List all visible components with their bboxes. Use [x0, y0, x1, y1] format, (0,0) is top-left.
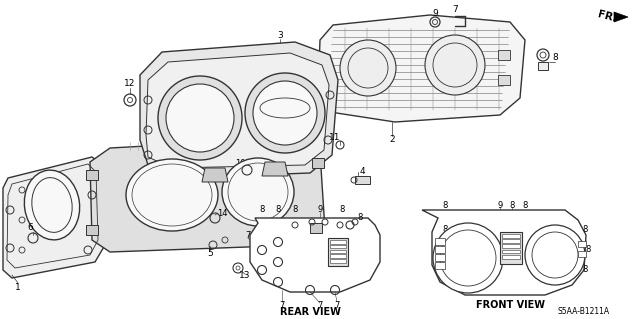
Text: 8: 8	[357, 213, 363, 222]
Bar	[578, 251, 586, 257]
Text: S5AA-B1211A: S5AA-B1211A	[558, 308, 610, 316]
Bar	[86, 170, 98, 180]
Text: FRONT VIEW: FRONT VIEW	[476, 300, 545, 310]
Text: 8: 8	[582, 226, 588, 234]
Text: 8: 8	[522, 201, 528, 210]
Circle shape	[166, 84, 234, 152]
Bar	[330, 240, 346, 243]
Text: 5: 5	[207, 249, 213, 258]
Bar	[538, 62, 548, 70]
Text: HONDA: HONDA	[272, 98, 298, 102]
Bar	[498, 50, 510, 60]
Text: 4: 4	[359, 167, 365, 176]
Bar	[310, 223, 322, 233]
Circle shape	[253, 81, 317, 145]
Bar	[500, 232, 522, 264]
Text: 8: 8	[442, 201, 448, 210]
Text: 8: 8	[339, 205, 345, 214]
Bar	[435, 262, 445, 269]
Text: 11: 11	[329, 133, 340, 143]
Bar	[328, 238, 348, 266]
Bar	[317, 55, 325, 69]
Polygon shape	[250, 218, 380, 292]
Text: 8: 8	[292, 205, 298, 214]
Text: 7: 7	[317, 300, 323, 309]
Ellipse shape	[126, 159, 218, 231]
Polygon shape	[90, 138, 325, 252]
Text: REAR VIEW: REAR VIEW	[280, 307, 340, 317]
Text: 7: 7	[452, 5, 458, 14]
Text: 9: 9	[317, 205, 323, 214]
Text: 8: 8	[509, 201, 515, 210]
Circle shape	[245, 73, 325, 153]
Bar	[435, 238, 445, 245]
Polygon shape	[3, 157, 105, 278]
Polygon shape	[140, 42, 338, 178]
Polygon shape	[318, 15, 525, 122]
Text: 7: 7	[279, 300, 285, 309]
Text: 7: 7	[334, 300, 340, 309]
Text: 8: 8	[552, 54, 558, 63]
Polygon shape	[422, 210, 586, 295]
Circle shape	[525, 225, 585, 285]
Text: 8: 8	[442, 226, 448, 234]
Text: 8: 8	[275, 205, 281, 214]
Bar	[435, 246, 445, 253]
Text: 13: 13	[239, 271, 251, 279]
Bar	[330, 254, 346, 258]
Bar	[578, 241, 586, 247]
Bar	[502, 249, 520, 253]
Bar	[330, 259, 346, 263]
Bar	[502, 234, 520, 238]
Text: 8: 8	[259, 205, 265, 214]
Bar	[498, 75, 510, 85]
Bar	[435, 254, 445, 261]
Bar	[502, 239, 520, 243]
Polygon shape	[146, 53, 329, 168]
Ellipse shape	[24, 170, 79, 240]
Ellipse shape	[222, 158, 294, 226]
Polygon shape	[614, 12, 628, 22]
Bar	[317, 75, 325, 89]
Text: 7: 7	[245, 231, 251, 240]
Text: 8: 8	[586, 246, 591, 255]
Bar	[330, 249, 346, 253]
Text: 6: 6	[27, 222, 33, 232]
Text: 1: 1	[15, 284, 21, 293]
Text: 10: 10	[235, 159, 245, 167]
Bar	[355, 176, 370, 184]
Text: 8: 8	[582, 265, 588, 275]
Text: 12: 12	[124, 78, 136, 87]
Bar	[330, 245, 346, 248]
Circle shape	[425, 35, 485, 95]
Bar	[312, 158, 324, 168]
Text: 2: 2	[389, 136, 395, 145]
Circle shape	[433, 223, 503, 293]
Circle shape	[340, 40, 396, 96]
Text: 9: 9	[497, 201, 502, 210]
Circle shape	[158, 76, 242, 160]
Text: 3: 3	[277, 32, 283, 41]
Bar	[86, 225, 98, 235]
Polygon shape	[202, 168, 228, 182]
Text: 9: 9	[432, 10, 438, 19]
Bar	[502, 244, 520, 248]
Text: FR.: FR.	[596, 10, 618, 24]
Text: 14: 14	[217, 209, 227, 218]
Polygon shape	[262, 162, 288, 176]
Bar	[502, 255, 520, 259]
